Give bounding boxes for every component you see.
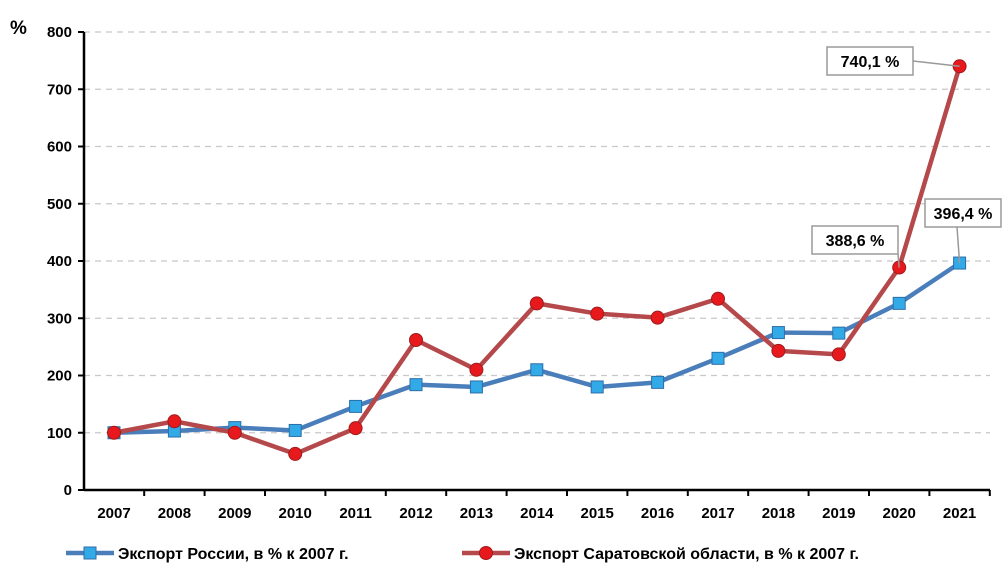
y-tick-label: 700 xyxy=(47,81,72,98)
data-point-0-5 xyxy=(409,378,423,392)
x-tick-label: 2021 xyxy=(943,505,976,522)
x-tick-label: 2012 xyxy=(399,505,432,522)
data-point-0-8 xyxy=(590,380,604,394)
callouts: 740,1 % 388,6 % 396,4 % xyxy=(811,46,1002,268)
x-tick-label: 2015 xyxy=(581,505,614,522)
y-tick-label: 500 xyxy=(47,196,72,213)
data-point-0-10 xyxy=(711,351,725,365)
data-point-0-13 xyxy=(892,296,906,310)
callout-leader xyxy=(956,226,961,264)
data-point-1-6 xyxy=(469,362,484,377)
legend-marker-1 xyxy=(479,546,493,560)
y-tick-label: 0 xyxy=(64,482,72,499)
x-tick-labels: 2007 2008 2009 2010 2011 2012 2013 2014 2015 2016… xyxy=(97,490,991,522)
data-point-1-5 xyxy=(409,333,423,348)
legend-marker-0 xyxy=(83,546,97,560)
data-point-1-4 xyxy=(348,421,363,436)
x-tick-label: 2018 xyxy=(762,505,795,522)
y-tick-label: 600 xyxy=(47,139,72,156)
x-tick-label: 2010 xyxy=(279,505,312,522)
y-tick-label: 200 xyxy=(47,368,72,385)
x-tick-label: 2013 xyxy=(460,505,493,522)
data-point-1-2 xyxy=(227,425,242,440)
data-point-0-11 xyxy=(771,326,785,340)
y-tick-label: 400 xyxy=(47,253,72,270)
y-tick-label: 100 xyxy=(47,425,72,442)
x-tick-label: 2016 xyxy=(641,505,674,522)
x-tick-label: 2011 xyxy=(339,505,372,522)
data-point-0-9 xyxy=(651,375,665,389)
callout-box xyxy=(826,46,914,76)
y-axis-label: % xyxy=(10,18,27,39)
data-point-0-12 xyxy=(832,326,846,340)
data-point-1-11 xyxy=(771,343,786,358)
x-tick-label: 2019 xyxy=(822,505,855,522)
data-point-0-6 xyxy=(469,380,483,394)
data-point-1-1 xyxy=(167,414,182,429)
data-point-1-7 xyxy=(529,296,544,311)
callout-label: 396,4 % xyxy=(934,206,993,223)
callout-label: 740,1 % xyxy=(841,54,900,71)
series-group xyxy=(107,59,967,461)
series-line-1 xyxy=(113,65,962,457)
legend-label-1: Экспорт Саратовской области, в % к 2007 … xyxy=(514,546,859,563)
callout-box xyxy=(924,198,1002,228)
data-point-1-3 xyxy=(288,446,303,461)
data-point-0-3 xyxy=(288,423,302,437)
series-line-0 xyxy=(113,261,961,435)
callout-leader xyxy=(912,60,960,68)
callout-leader xyxy=(897,253,900,268)
legend: Экспорт России, в % к 2007 г. Экспорт Сар… xyxy=(66,546,859,563)
data-point-1-10 xyxy=(711,291,725,306)
y-tick-labels: 0 100 200 300 400 500 600 700 800 xyxy=(47,24,84,499)
y-tick-label: 300 xyxy=(47,310,72,327)
x-tick-label: 2014 xyxy=(520,505,554,522)
y-tick-label: 800 xyxy=(47,24,72,41)
x-tick-label: 2009 xyxy=(218,505,251,522)
data-point-0-7 xyxy=(530,363,544,377)
x-tick-label: 2007 xyxy=(97,505,130,522)
legend-label-0: Экспорт России, в % к 2007 г. xyxy=(118,546,349,563)
x-tick-label: 2008 xyxy=(158,505,191,522)
callout-box xyxy=(811,225,899,255)
data-point-1-8 xyxy=(590,306,605,321)
data-point-1-0 xyxy=(107,425,121,440)
callout-label: 388,6 % xyxy=(826,233,885,250)
data-point-1-9 xyxy=(650,310,665,325)
data-point-1-12 xyxy=(831,347,846,362)
x-tick-label: 2017 xyxy=(701,505,734,522)
data-point-0-4 xyxy=(349,399,363,413)
x-tick-label: 2020 xyxy=(883,505,916,522)
